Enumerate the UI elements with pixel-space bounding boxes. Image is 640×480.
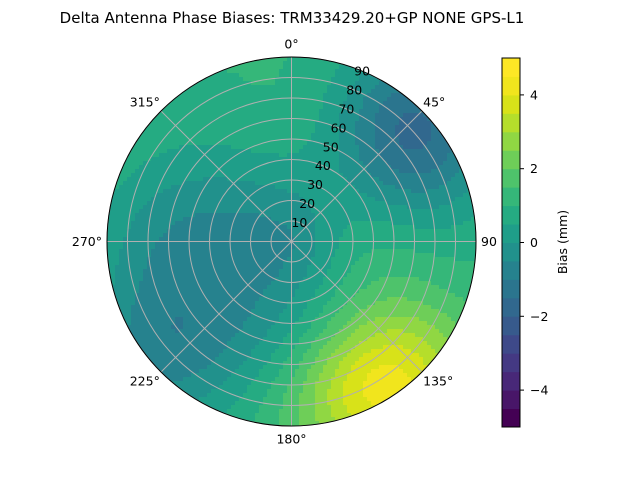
colorbar-tick-label: −4 <box>530 383 548 398</box>
colorbar-band <box>502 390 520 410</box>
colorbar-band <box>502 242 520 262</box>
theta-tick-225: 225° <box>130 374 160 389</box>
grid-spoke-225 <box>160 241 292 373</box>
colorbar-band <box>502 150 520 170</box>
radial-tick-10: 10 <box>291 215 307 230</box>
colorbar-band <box>502 224 520 243</box>
colorbar-band <box>502 260 520 280</box>
colorbar-band <box>502 168 520 188</box>
theta-tick-45: 45° <box>423 94 445 109</box>
theta-tick-315: 315° <box>130 94 160 109</box>
colorbar-band <box>502 297 520 317</box>
polar-axis-outline <box>106 56 477 427</box>
radial-tick-60: 60 <box>331 120 347 135</box>
colorbar-tick-label: 4 <box>530 87 538 102</box>
colorbar-band <box>502 408 520 428</box>
radial-tick-30: 30 <box>307 177 323 192</box>
theta-tick-90: 90 <box>481 234 497 249</box>
theta-tick-270: 270° <box>72 234 102 249</box>
radial-tick-20: 20 <box>299 196 315 211</box>
theta-tick-135: 135° <box>423 374 453 389</box>
radial-tick-70: 70 <box>338 101 354 116</box>
colorbar-tick-label: −2 <box>530 309 548 324</box>
chart-title: Delta Antenna Phase Biases: TRM33429.20+… <box>60 9 525 27</box>
colorbar-band <box>502 58 520 77</box>
radial-tick-80: 80 <box>346 82 362 97</box>
colorbar-band <box>502 113 520 133</box>
radial-tick-40: 40 <box>315 158 331 173</box>
colorbar-band <box>502 76 520 96</box>
grid-spoke-45 <box>291 110 423 242</box>
radial-tick-50: 50 <box>323 139 339 154</box>
colorbar-band <box>502 187 520 207</box>
colorbar-tick-label: 0 <box>530 235 538 250</box>
theta-tick-0: 0° <box>284 37 298 52</box>
polar-grid <box>106 56 477 427</box>
radial-tick-labels: 10 20 30 40 50 60 70 80 90 <box>291 64 370 231</box>
colorbar-tick-label: 2 <box>530 161 538 176</box>
radial-tick-90: 90 <box>354 64 370 79</box>
grid-spoke-315 <box>160 110 292 242</box>
grid-spoke-135 <box>291 241 423 373</box>
theta-tick-180: 180° <box>276 432 306 447</box>
colorbar-band <box>502 279 520 299</box>
colorbar-band <box>502 316 520 336</box>
colorbar-band <box>502 94 520 114</box>
colorbar-band <box>502 353 520 373</box>
colorbar-band <box>502 334 520 354</box>
colorbar-band <box>502 131 520 151</box>
colorbar-label: Bias (mm) <box>555 210 570 274</box>
colorbar-band <box>502 371 520 391</box>
colorbar-band <box>502 205 520 225</box>
theta-tick-labels: 0° 45° 90 135° 180° 225° 270° 315° <box>72 37 497 447</box>
colorbar: −4 −2 0 2 4 <box>501 57 548 428</box>
